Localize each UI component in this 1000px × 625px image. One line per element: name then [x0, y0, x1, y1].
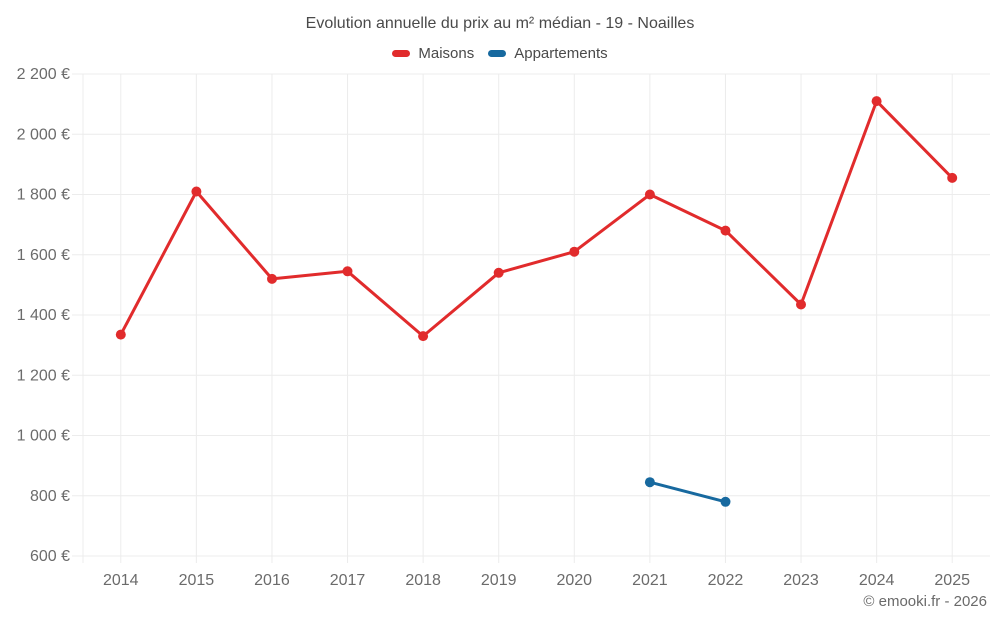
x-tick-label: 2015 [179, 572, 215, 589]
legend-item-maisons[interactable]: Maisons [392, 45, 474, 62]
y-tick-label: 600 € [30, 548, 70, 565]
y-tick-label: 1 400 € [17, 307, 70, 324]
y-tick-label: 2 200 € [17, 66, 70, 83]
data-point-maisons-2018[interactable] [418, 331, 429, 342]
series-line-maisons [119, 99, 954, 338]
x-tick-label: 2017 [330, 572, 366, 589]
x-tick-label: 2022 [708, 572, 744, 589]
x-tick-label: 2020 [556, 572, 592, 589]
legend-item-appartements[interactable]: Appartements [488, 45, 608, 62]
x-tick-label: 2023 [783, 572, 819, 589]
chart-legend: Maisons Appartements [0, 45, 1000, 62]
legend-swatch-maisons [392, 50, 411, 57]
data-point-maisons-2024[interactable] [871, 96, 882, 107]
x-tick-label: 2016 [254, 572, 290, 589]
x-tick-label: 2024 [859, 572, 895, 589]
x-tick-label: 2025 [934, 572, 970, 589]
data-point-maisons-2022[interactable] [720, 225, 731, 236]
data-point-maisons-2017[interactable] [342, 266, 353, 277]
y-tick-label: 1 600 € [17, 247, 70, 264]
data-point-maisons-2025[interactable] [947, 172, 958, 183]
data-point-maisons-2019[interactable] [493, 267, 504, 278]
data-point-appartements-2021[interactable] [644, 477, 655, 488]
y-tick-label: 1 000 € [17, 428, 70, 445]
x-tick-label: 2014 [103, 572, 139, 589]
y-tick-label: 800 € [30, 488, 70, 505]
legend-swatch-appartements [488, 50, 507, 57]
data-point-maisons-2016[interactable] [267, 273, 277, 284]
data-point-maisons-2021[interactable] [644, 189, 655, 200]
data-point-appartements-2022[interactable] [720, 496, 731, 507]
data-point-maisons-2020[interactable] [569, 246, 580, 257]
x-tick-label: 2018 [405, 572, 441, 589]
chart-title: Evolution annuelle du prix au m² médian … [305, 15, 695, 32]
data-point-maisons-2023[interactable] [796, 299, 806, 310]
series-line-appartements [648, 480, 727, 504]
x-tick-label: 2021 [632, 572, 668, 589]
legend-label-maisons: Maisons [418, 45, 475, 62]
data-point-maisons-2014[interactable] [115, 329, 126, 340]
legend-label-appartements: Appartements [514, 45, 608, 62]
footer-credit: © emooki.fr - 2026 [863, 593, 987, 610]
y-tick-label: 1 200 € [17, 367, 70, 384]
y-tick-label: 1 800 € [17, 187, 70, 204]
data-point-maisons-2015[interactable] [191, 186, 202, 197]
x-tick-label: 2019 [481, 572, 517, 589]
y-tick-label: 2 000 € [17, 126, 70, 143]
